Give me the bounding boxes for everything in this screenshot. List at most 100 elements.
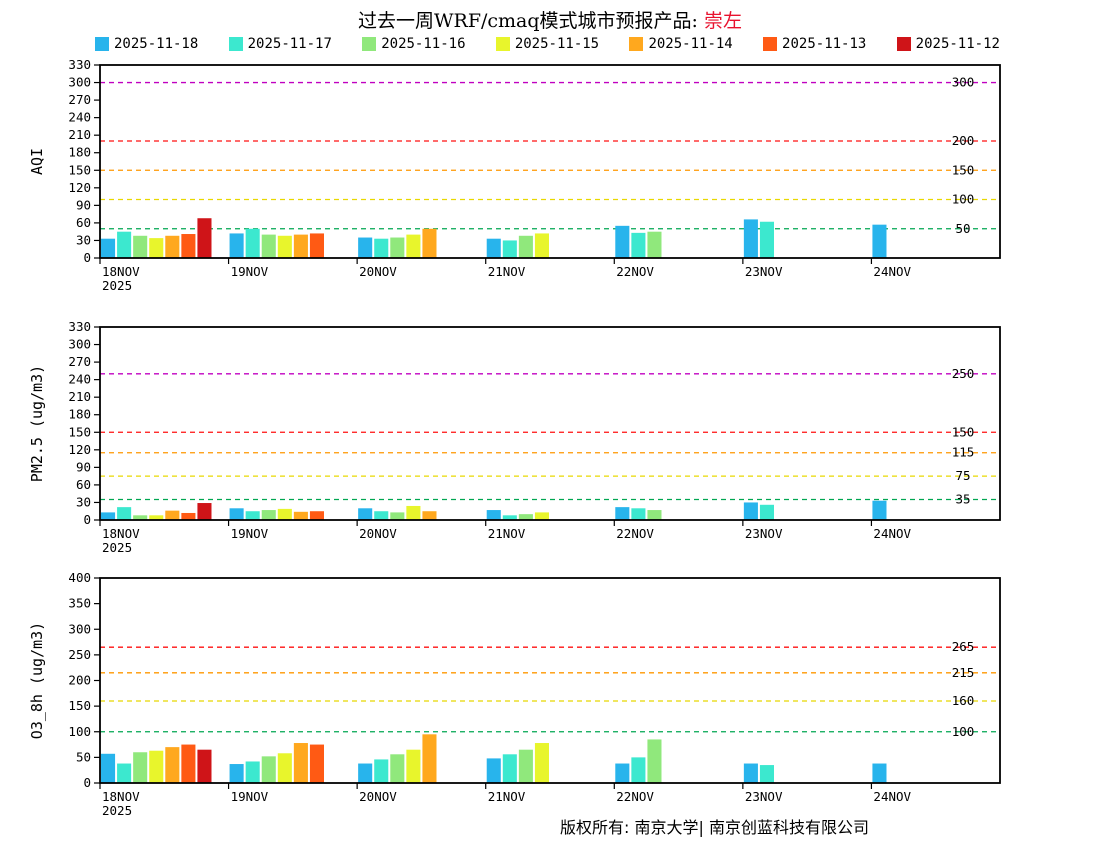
bar-2025-11-15-18NOV [149,515,164,520]
x-tick-label: 21NOV [488,526,526,541]
bar-2025-11-15-21NOV [534,233,549,258]
x-tick-label: 19NOV [231,789,269,804]
bar-2025-11-15-21NOV [534,743,549,783]
bar-2025-11-17-22NOV [631,232,646,258]
bar-2025-11-15-20NOV [406,234,421,258]
legend-label: 2025-11-18 [114,36,199,52]
bar-2025-11-16-21NOV [518,514,533,520]
bar-2025-11-13-19NOV [309,233,324,258]
y-tick-label: 30 [76,494,91,509]
y-tick-label: 50 [76,749,91,764]
reference-line-label: 50 [955,221,970,236]
bar-2025-11-14-19NOV [293,234,308,258]
y-tick-label: 0 [83,775,91,790]
bar-2025-11-18-24NOV [872,500,887,520]
reference-line-label: 75 [955,468,970,483]
legend-label: 2025-11-17 [247,36,332,52]
bar-2025-11-18-19NOV [229,233,244,258]
bar-2025-11-16-20NOV [390,237,405,258]
reference-line-label: 160 [952,693,975,708]
page-title: 过去一周WRF/cmaq模式城市预报产品: 崇左 [0,6,1100,33]
bar-2025-11-18-22NOV [615,225,630,258]
bar-2025-11-14-19NOV [293,743,308,783]
reference-line-label: 100 [952,192,975,207]
y-tick-label: 60 [76,477,91,492]
y-tick-label: 100 [68,724,91,739]
legend-item-2025-11-13: 2025-11-13 [763,36,866,52]
x-tick-label: 22NOV [616,264,654,279]
bar-2025-11-12-18NOV [197,218,212,258]
bar-2025-11-14-19NOV [293,511,308,520]
bar-2025-11-15-19NOV [277,753,292,783]
bar-2025-11-15-20NOV [406,749,421,783]
x-tick-label: 23NOV [745,789,783,804]
x-tick-label: 23NOV [745,526,783,541]
x-axis-year-label: 2025 [102,278,132,293]
legend-item-2025-11-14: 2025-11-14 [629,36,733,52]
y-tick-label: 0 [83,250,91,265]
x-tick-label: 20NOV [359,789,397,804]
bar-2025-11-17-20NOV [374,511,389,520]
bar-2025-11-18-19NOV [229,764,244,783]
x-tick-label: 24NOV [873,789,911,804]
bar-2025-11-14-20NOV [422,228,437,258]
y-tick-label: 30 [76,232,91,247]
bar-2025-11-16-20NOV [390,512,405,520]
x-tick-label: 21NOV [488,789,526,804]
bar-2025-11-18-19NOV [229,508,244,520]
bar-2025-11-15-19NOV [277,235,292,258]
bar-2025-11-16-22NOV [647,510,662,520]
copyright-text: 版权所有: 南京大学| 南京创蓝科技有限公司 [560,818,869,837]
bar-2025-11-13-19NOV [309,511,324,520]
legend-label: 2025-11-13 [782,36,867,52]
bar-2025-11-16-19NOV [261,234,276,258]
bar-2025-11-17-21NOV [502,240,517,258]
y-tick-label: 150 [68,162,91,177]
bar-2025-11-16-21NOV [518,235,533,258]
x-tick-label: 18NOV [102,526,140,541]
bar-2025-11-17-22NOV [631,508,646,520]
bar-2025-11-15-18NOV [149,238,164,258]
bar-2025-11-18-21NOV [486,510,501,520]
reference-line-label: 115 [952,445,975,460]
bar-2025-11-18-23NOV [743,763,758,783]
legend-label: 2025-11-15 [514,36,600,52]
bar-2025-11-18-24NOV [872,224,887,258]
legend-item-2025-11-16: 2025-11-16 [362,36,466,52]
x-axis-year-label: 2025 [102,540,132,555]
bar-2025-11-17-21NOV [502,754,517,783]
bar-2025-11-12-18NOV [197,503,212,520]
y-tick-label: 240 [68,372,91,387]
x-axis-year-label: 2025 [102,803,132,818]
bar-2025-11-17-22NOV [631,757,646,783]
legend-swatch [362,37,377,51]
aqi-chart: 0 30 60 90 120 150 180 210 240 270 300 330 50 100 150 2… [28,57,1001,293]
x-tick-label: 19NOV [231,526,269,541]
reference-line-label: 150 [952,424,975,439]
bar-2025-11-15-18NOV [149,750,164,783]
reference-line-label: 100 [952,724,975,739]
bar-2025-11-17-23NOV [759,504,774,520]
bar-2025-11-18-20NOV [358,508,373,520]
legend-item-2025-11-12: 2025-11-12 [896,36,1000,52]
legend-label: 2025-11-14 [648,36,733,52]
y-tick-label: 250 [68,647,91,662]
bar-2025-11-15-20NOV [406,505,421,520]
bar-2025-11-16-18NOV [133,752,148,783]
legend-swatch [495,37,510,51]
legend-swatch [763,37,778,51]
title-city-name: 崇左 [704,10,743,32]
legend-item-2025-11-18: 2025-11-18 [95,36,198,52]
bar-2025-11-18-18NOV [101,753,116,783]
bar-2025-11-16-18NOV [133,515,148,520]
y-axis-title: AQI [28,148,46,175]
bar-2025-11-18-22NOV [615,763,630,783]
bar-2025-11-17-19NOV [245,511,260,520]
y-axis-title: PM2.5 (ug/m3) [28,365,46,482]
bar-2025-11-13-19NOV [309,744,324,783]
bar-2025-11-18-23NOV [743,502,758,520]
y-tick-label: 180 [68,145,91,160]
y-tick-label: 240 [68,110,91,125]
bar-2025-11-16-19NOV [261,756,276,783]
